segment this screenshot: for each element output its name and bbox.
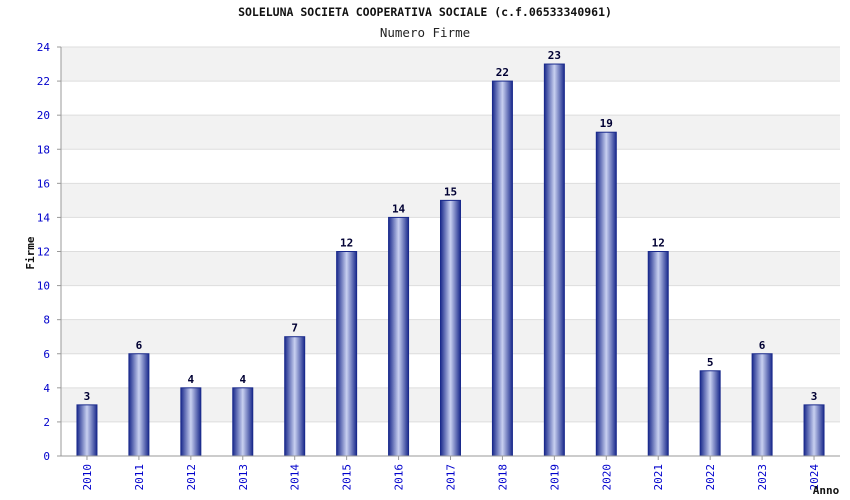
bar-2012 — [180, 387, 202, 457]
x-tick-label-2017: 2017 — [445, 464, 458, 491]
data-label-2018: 22 — [496, 66, 509, 79]
bar-2023 — [751, 353, 773, 457]
bar-2024 — [803, 404, 825, 457]
y-tick-label: 0 — [43, 450, 50, 463]
data-label-2014: 7 — [291, 322, 298, 335]
y-tick-label: 24 — [37, 41, 51, 54]
data-label-2011: 6 — [136, 339, 143, 352]
data-label-2012: 4 — [188, 373, 195, 386]
data-label-2021: 12 — [652, 237, 665, 250]
bar-2014 — [284, 336, 306, 457]
bar-2020 — [595, 131, 617, 457]
axes — [57, 46, 840, 460]
bar-2010 — [76, 404, 98, 457]
chart-title: SOLELUNA SOCIETA COOPERATIVA SOCIALE (c.… — [238, 5, 612, 19]
bar-2017 — [440, 199, 461, 457]
bar-2016 — [388, 216, 410, 457]
bar-2011 — [128, 353, 150, 457]
x-tick-label-2019: 2019 — [548, 464, 561, 491]
x-tick-label-2023: 2023 — [756, 464, 769, 491]
bar-2015 — [336, 251, 358, 457]
data-label-2017: 15 — [444, 185, 457, 198]
x-tick-label-2021: 2021 — [652, 464, 665, 491]
data-label-2024: 3 — [811, 390, 818, 403]
y-axis-title: Firme — [24, 236, 37, 269]
data-label-2023: 6 — [759, 339, 766, 352]
y-tick-label: 20 — [37, 109, 50, 122]
bars — [76, 63, 825, 457]
grid-band — [61, 115, 840, 150]
y-tick-label: 6 — [43, 348, 50, 361]
data-label-2013: 4 — [239, 373, 246, 386]
x-axis-title: Anno — [813, 484, 840, 497]
data-label-2022: 5 — [707, 356, 714, 369]
x-tick-label-2013: 2013 — [237, 464, 250, 491]
y-tick-label: 8 — [43, 314, 50, 327]
x-tick-label-2011: 2011 — [133, 464, 146, 491]
x-tick-labels: 2010 2011 2012 2013 2014 2015 2016 2017 2018 2019… — [81, 464, 821, 491]
bar-2019 — [543, 63, 565, 457]
data-label-2020: 19 — [600, 117, 613, 130]
x-tick-label-2016: 2016 — [393, 464, 406, 491]
x-tick-label-2015: 2015 — [341, 464, 354, 491]
bar-2022 — [699, 370, 721, 457]
x-tick-label-2018: 2018 — [496, 464, 509, 491]
x-tick-label-2020: 2020 — [600, 464, 613, 491]
data-label-2016: 14 — [392, 202, 406, 215]
grid-band — [61, 47, 840, 82]
data-label-2019: 23 — [548, 49, 561, 62]
y-tick-label: 18 — [37, 143, 50, 156]
data-label-2010: 3 — [84, 390, 91, 403]
bar-2021 — [647, 251, 669, 457]
y-tick-label: 14 — [37, 211, 51, 224]
chart-subtitle: Numero Firme — [379, 25, 471, 40]
data-labels: 3 6 4 4 7 12 14 15 22 23 19 12 5 6 3 — [84, 49, 818, 403]
y-tick-label: 10 — [37, 280, 50, 293]
data-label-2015: 12 — [340, 237, 353, 250]
y-tick-label: 12 — [37, 246, 50, 259]
x-tick-label-2022: 2022 — [704, 464, 717, 491]
y-tick-label: 2 — [43, 416, 50, 429]
bar-2013 — [232, 387, 254, 457]
y-tick-label: 4 — [43, 382, 50, 395]
x-tick-label-2012: 2012 — [185, 464, 198, 491]
x-tick-label-2014: 2014 — [289, 464, 302, 491]
bar-2018 — [491, 80, 513, 457]
x-tick-label-2024: 2024 — [808, 464, 821, 491]
x-tick-label-2010: 2010 — [81, 464, 94, 491]
y-tick-label: 22 — [37, 75, 50, 88]
y-tick-label: 16 — [37, 177, 50, 190]
